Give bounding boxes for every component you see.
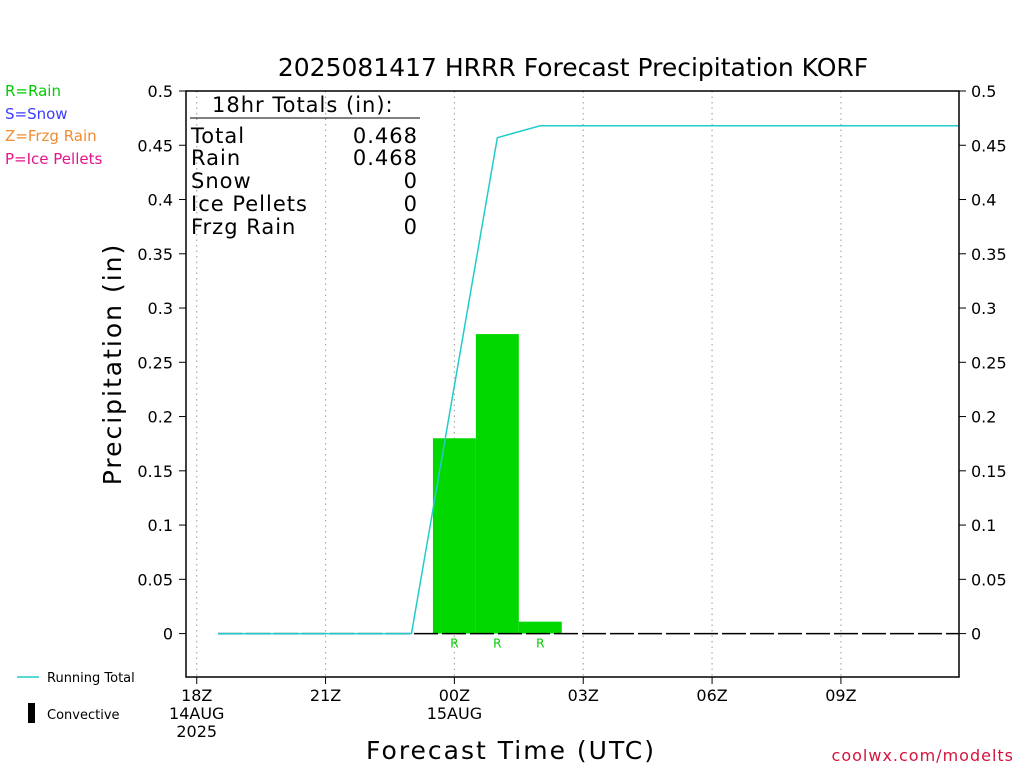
y-tick-label-left: 0.5 xyxy=(148,82,173,101)
precip-bar xyxy=(432,438,476,634)
totals-label-rain: Rain xyxy=(191,146,241,170)
x-tick-label: 21Z xyxy=(310,686,341,705)
y-tick-label-left: 0.2 xyxy=(148,408,173,427)
y-tick-label-right: 0.25 xyxy=(971,353,1007,372)
x-tick-label: 15AUG xyxy=(427,704,482,723)
precip-type-label: R xyxy=(493,637,501,651)
y-tick-label-left: 0.15 xyxy=(137,462,173,481)
convective-legend-swatch xyxy=(28,703,35,723)
legend-freezing-rain: Z=Frzg Rain xyxy=(5,127,97,145)
legend-ice-pellets: P=Ice Pellets xyxy=(5,150,102,168)
totals-value-rain: 0.468 xyxy=(353,146,418,170)
precip-bar xyxy=(518,621,562,634)
y-axis-label: Precipitation (in) xyxy=(98,243,127,486)
x-axis-label: Forecast Time (UTC) xyxy=(366,736,656,765)
y-tick-label-right: 0.3 xyxy=(971,299,996,318)
x-tick-label: 09Z xyxy=(825,686,856,705)
y-tick-label-left: 0 xyxy=(163,625,173,644)
y-tick-label-right: 0 xyxy=(971,625,981,644)
y-tick-label-left: 0.45 xyxy=(137,136,173,155)
totals-value-total: 0.468 xyxy=(353,124,418,148)
running-total-line xyxy=(218,124,959,635)
y-tick-label-right: 0.2 xyxy=(971,408,996,427)
x-tick-label: 14AUG xyxy=(169,704,224,723)
totals-box: 18hr Totals (in): Total 0.468 Rain 0.468… xyxy=(190,93,420,239)
precip-type-label: R xyxy=(450,637,458,651)
series-legend: Running Total Convective xyxy=(17,671,135,723)
totals-value-snow: 0 xyxy=(404,169,418,193)
totals-label-total: Total xyxy=(190,124,245,148)
x-tick-label: 2025 xyxy=(176,722,217,741)
y-tick-label-right: 0.15 xyxy=(971,462,1007,481)
y-tick-label-left: 0.1 xyxy=(148,516,173,535)
convective-legend-label: Convective xyxy=(47,708,120,723)
totals-label-frzg-rain: Frzg Rain xyxy=(191,215,296,239)
axes: 0 00.05 0.050.1 0.10.15 0.150.2 0.20.25 0.250.… xyxy=(137,82,1006,741)
y-tick-label-right: 0.35 xyxy=(971,245,1007,264)
precip-bar xyxy=(475,334,519,634)
totals-label-ice-pellets: Ice Pellets xyxy=(191,192,308,216)
chart-title: 2025081417 HRRR Forecast Precipitation K… xyxy=(278,53,868,82)
precip-type-legend: R=Rain S=Snow Z=Frzg Rain P=Ice Pellets xyxy=(5,82,102,168)
totals-heading: 18hr Totals (in): xyxy=(212,93,394,117)
plot-frame xyxy=(185,90,960,678)
x-tick-label: 03Z xyxy=(568,686,599,705)
y-tick-label-right: 0.45 xyxy=(971,136,1007,155)
y-tick-label-left: 0.25 xyxy=(137,353,173,372)
totals-value-frzg-rain: 0 xyxy=(404,215,418,239)
running-total-legend-label: Running Total xyxy=(47,671,135,686)
y-tick-label-right: 0.5 xyxy=(971,82,996,101)
y-tick-label-right: 0.4 xyxy=(971,191,996,210)
legend-rain: R=Rain xyxy=(5,82,61,100)
totals-value-ice-pellets: 0 xyxy=(404,192,418,216)
y-tick-label-left: 0.4 xyxy=(148,191,173,210)
y-tick-label-right: 0.05 xyxy=(971,570,1007,589)
credit-text: coolwx.com/modelts xyxy=(832,746,1014,765)
y-tick-label-left: 0.05 xyxy=(137,570,173,589)
y-tick-label-left: 0.35 xyxy=(137,245,173,264)
precip-type-label: R xyxy=(536,637,544,651)
x-tick-label: 00Z xyxy=(439,686,470,705)
x-tick-label: 06Z xyxy=(696,686,727,705)
totals-label-snow: Snow xyxy=(191,169,252,193)
y-tick-label-right: 0.1 xyxy=(971,516,996,535)
legend-snow: S=Snow xyxy=(5,105,68,123)
series-lines xyxy=(218,124,959,635)
y-tick-label-left: 0.3 xyxy=(148,299,173,318)
x-tick-label: 18Z xyxy=(181,686,212,705)
